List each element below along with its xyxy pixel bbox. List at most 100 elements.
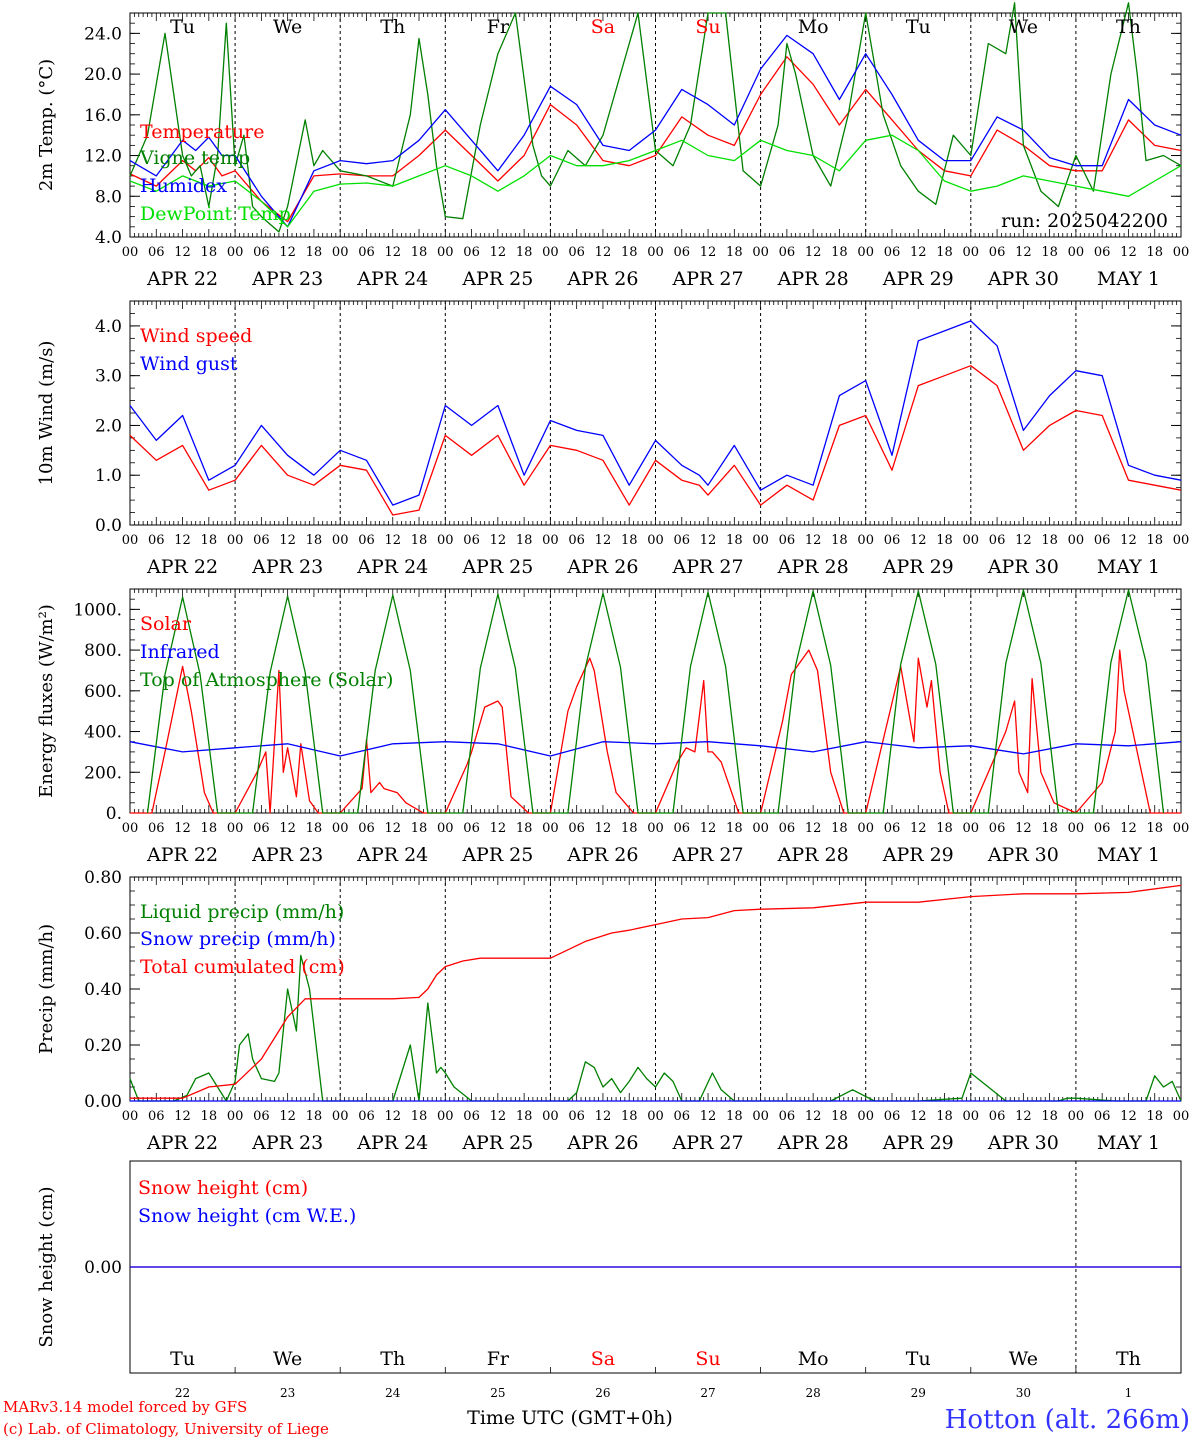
hour-tick-label: 06 [779, 821, 796, 836]
hour-tick-label: 18 [726, 1109, 743, 1124]
hour-tick-label: 18 [516, 533, 533, 548]
hour-tick-label: 12 [1120, 821, 1137, 836]
weekday-label: We [1009, 16, 1038, 38]
hour-tick-label: 06 [358, 821, 375, 836]
hour-tick-label: 12 [910, 245, 927, 260]
y-tick-label: 0.20 [84, 1036, 122, 1056]
series-line-dewpoint-temp [129, 134, 1182, 228]
y-tick-label: 0.40 [84, 980, 122, 1000]
hour-tick-label: 06 [779, 533, 796, 548]
hour-tick-label: 06 [463, 821, 480, 836]
hour-tick-label: 06 [463, 533, 480, 548]
hour-tick-label: 12 [1120, 245, 1137, 260]
panel-temp: 4.0 8.0 12.0 16.0 20.0 24.0 2m Temp. (°C) Tempe… [36, 2, 1189, 290]
date-label: APR 30 [987, 1132, 1059, 1154]
panel-frame [129, 588, 1182, 814]
date-label: APR 27 [672, 1132, 744, 1154]
date-label: MAY 1 [1097, 556, 1160, 578]
y-tick-label: 0. [106, 804, 122, 824]
hour-tick-label: 00 [227, 245, 244, 260]
hour-tick-label: 12 [384, 245, 401, 260]
day-number-label: 24 [385, 1386, 401, 1400]
day-number-label: 29 [911, 1386, 926, 1400]
date-label: APR 28 [777, 556, 849, 578]
y-tick-label: 16.0 [84, 106, 122, 126]
hour-tick-label: 00 [542, 245, 559, 260]
run-label: run: 2025042200 [1001, 210, 1168, 232]
panel-precip: 0.00 0.20 0.40 0.60 0.80 Precip (mm/h) Liquid … [36, 868, 1189, 1154]
hour-tick-label: 18 [306, 533, 323, 548]
weekday-label: Tu [906, 1348, 931, 1370]
day-number-label: 26 [595, 1386, 610, 1400]
hour-tick-label: 00 [647, 1109, 664, 1124]
hour-tick-label: 06 [989, 245, 1006, 260]
hour-tick-label: 00 [1068, 245, 1085, 260]
weekday-label: Th [380, 1348, 405, 1370]
day-number-label: 25 [490, 1386, 505, 1400]
hour-tick-label: 18 [831, 1109, 848, 1124]
weekday-label: Mo [798, 16, 829, 38]
hour-tick-label: 00 [1173, 1109, 1190, 1124]
date-label: APR 24 [356, 844, 428, 866]
hour-tick-label: 18 [411, 1109, 428, 1124]
weekday-label: We [273, 16, 302, 38]
hour-tick-label: 06 [674, 533, 691, 548]
hour-tick-label: 00 [647, 245, 664, 260]
hour-tick-label: 00 [437, 533, 454, 548]
hour-tick-label: 18 [831, 821, 848, 836]
hour-tick-label: 06 [779, 1109, 796, 1124]
hour-tick-label: 00 [437, 245, 454, 260]
hour-tick-label: 00 [963, 1109, 980, 1124]
hour-tick-label: 00 [857, 533, 874, 548]
hour-tick-label: 00 [752, 245, 769, 260]
date-label: APR 30 [987, 556, 1059, 578]
hour-tick-label: 12 [1015, 821, 1032, 836]
hour-tick-label: 00 [752, 533, 769, 548]
hour-tick-label: 00 [647, 533, 664, 548]
hour-tick-label: 18 [831, 245, 848, 260]
panels: 4.08.012.016.020.024.02m Temp. (°C) Tempe… [36, 2, 1189, 1400]
weekday-label: Tu [170, 16, 195, 38]
weekday-label: Mo [798, 1348, 829, 1370]
hour-tick-label: 06 [674, 821, 691, 836]
hour-tick-label: 12 [384, 533, 401, 548]
hour-tick-label: 00 [437, 1109, 454, 1124]
y-tick-label: 1.0 [95, 466, 122, 486]
y-tick-label: 1000. [73, 600, 122, 620]
y-tick-label: 0.80 [84, 868, 122, 888]
hour-tick-label: 18 [516, 245, 533, 260]
hour-tick-label: 00 [227, 1109, 244, 1124]
hour-tick-label: 18 [936, 533, 953, 548]
hour-tick-label: 18 [726, 533, 743, 548]
series-line-liquid-precip-mm-h- [129, 954, 1182, 1102]
date-label: APR 29 [882, 268, 954, 290]
legend-entry: Vigne temp [139, 147, 250, 169]
y-tick-label: 3.0 [95, 367, 122, 387]
series-line-top-of-atmosphere-solar- [146, 589, 1165, 814]
hour-tick-label: 00 [752, 821, 769, 836]
date-label: APR 24 [356, 556, 428, 578]
hour-tick-label: 12 [174, 821, 191, 836]
hour-tick-label: 06 [358, 245, 375, 260]
y-tick-label: 24.0 [84, 24, 122, 44]
legend-entry: Snow precip (mm/h) [140, 928, 336, 950]
hour-tick-label: 00 [857, 821, 874, 836]
series-line-infrared [129, 741, 1182, 757]
weekday-label: Th [380, 16, 405, 38]
date-label: APR 26 [566, 844, 638, 866]
legend-entry: Total cumulated (cm) [140, 956, 345, 978]
hour-tick-label: 18 [936, 821, 953, 836]
y-tick-label: 0.60 [84, 924, 122, 944]
series-line-total-cumulated-cm- [130, 884, 1182, 1099]
date-label: APR 30 [987, 844, 1059, 866]
hour-tick-label: 18 [726, 821, 743, 836]
hour-tick-label: 12 [1015, 533, 1032, 548]
hour-tick-label: 00 [857, 1109, 874, 1124]
date-label: APR 26 [566, 268, 638, 290]
hour-tick-label: 18 [621, 821, 638, 836]
hour-tick-label: 18 [411, 821, 428, 836]
legend-entry: Liquid precip (mm/h) [140, 901, 344, 923]
credit-line-2: (c) Lab. of Climatology, University of L… [3, 1420, 329, 1438]
y-tick-label: 200. [84, 763, 122, 783]
hour-tick-label: 06 [148, 821, 165, 836]
